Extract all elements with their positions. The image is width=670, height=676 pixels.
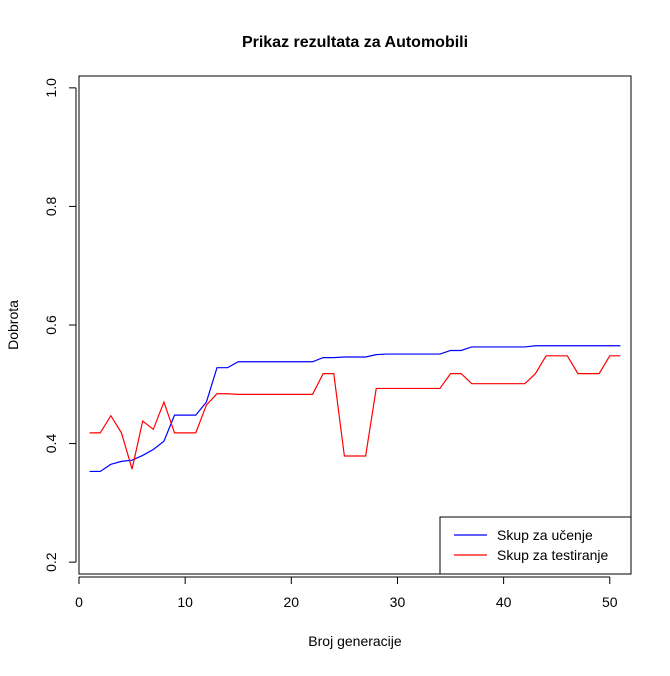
- plot-frame: [78, 75, 632, 575]
- y-tick-label: 0.8: [43, 196, 59, 216]
- legend-label-testing: Skup za testiranje: [497, 547, 608, 563]
- series-line-learning: [89, 345, 621, 473]
- x-tick-label: 20: [284, 594, 300, 610]
- x-axis-label: Broj generacije: [308, 633, 402, 649]
- y-tick-label: 0.6: [43, 315, 59, 335]
- y-axis: 0.2 0.4 0.6 0.8 1.0: [43, 78, 77, 572]
- legend-label-learning: Skup za učenje: [497, 527, 593, 543]
- series-layer: [89, 345, 621, 473]
- x-tick-label: 0: [75, 594, 83, 610]
- legend-box: [439, 516, 632, 575]
- y-tick-label: 0.4: [43, 434, 59, 454]
- x-axis: 0 10 20 30 40 50: [75, 576, 618, 610]
- chart-title: Prikaz rezultata za Automobili: [242, 34, 468, 51]
- x-tick-label: 30: [390, 594, 406, 610]
- series-line-testing: [89, 355, 621, 470]
- x-tick-label: 10: [177, 594, 193, 610]
- y-axis-label: Dobrota: [5, 300, 21, 350]
- y-tick-label: 0.2: [43, 552, 59, 572]
- x-tick-label: 40: [496, 594, 512, 610]
- legend: Skup za učenje Skup za testiranje: [439, 516, 632, 575]
- y-tick-label: 1.0: [43, 78, 59, 98]
- x-tick-label: 50: [602, 594, 618, 610]
